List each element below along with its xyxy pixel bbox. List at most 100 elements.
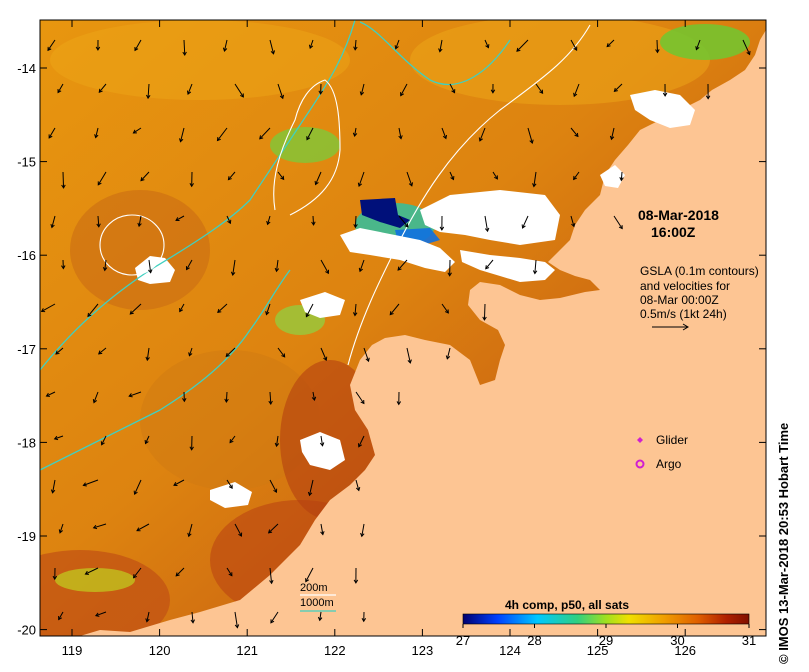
velocity-arrow <box>92 391 99 404</box>
gsla-note-line-2: and velocities for <box>640 279 730 293</box>
velocity-arrow <box>175 215 185 222</box>
lon-tick-label: 125 <box>587 643 609 658</box>
velocity-arrow <box>314 171 322 186</box>
argo-marker-icon <box>635 459 645 469</box>
lat-tick-label: -15 <box>17 155 36 170</box>
colorbar-tick-label: 28 <box>527 633 541 648</box>
velocity-arrow <box>484 215 490 233</box>
velocity-scale-arrow <box>652 323 689 331</box>
land-mass <box>80 20 766 636</box>
velocity-arrow <box>47 39 56 52</box>
depth-legend-200m-label: 200m <box>300 582 328 594</box>
velocity-arrow <box>361 611 367 623</box>
imos-credit: © IMOS 13-Mar-2018 20:53 Hobart Time <box>776 422 791 664</box>
velocity-arrow <box>484 39 490 49</box>
velocity-arrow <box>277 83 285 100</box>
velocity-arrow <box>45 391 56 397</box>
velocity-arrow <box>137 215 142 228</box>
velocity-arrow <box>485 259 494 270</box>
colorbar <box>462 613 750 625</box>
velocity-arrow <box>573 171 580 181</box>
legend-argo-label: Argo <box>656 457 682 471</box>
velocity-arrow <box>306 127 314 141</box>
velocity-arrow <box>441 127 448 140</box>
velocity-arrow <box>482 303 487 321</box>
velocity-arrow <box>82 479 99 487</box>
gsla-note-line-1: GSLA (0.1m contours) <box>640 264 759 278</box>
velocity-arrow <box>307 479 314 497</box>
velocity-arrow <box>396 391 402 406</box>
velocity-arrow <box>259 127 271 140</box>
velocity-arrow <box>185 259 193 271</box>
velocity-arrow <box>146 83 151 100</box>
depth-legend-1000m-label: 1000m <box>300 597 334 609</box>
velocity-arrow <box>570 127 579 138</box>
velocity-arrow <box>570 215 576 228</box>
lat-tick-label: -18 <box>17 435 36 450</box>
lon-tick-label: 126 <box>674 643 696 658</box>
velocity-arrow <box>227 171 236 181</box>
longitude-axis: 119 120 121 122 123 124 125 126 <box>62 20 696 658</box>
velocity-arrow <box>189 171 194 188</box>
velocity-arrow <box>613 215 623 230</box>
velocity-arrow <box>274 435 280 448</box>
velocity-arrow <box>406 347 412 364</box>
velocity-arrow <box>145 611 150 623</box>
velocity-arrow <box>353 215 358 229</box>
velocity-arrow <box>742 39 751 56</box>
lat-tick-label: -17 <box>17 342 36 357</box>
lat-tick-label: -14 <box>17 61 36 76</box>
velocity-arrow <box>226 567 233 577</box>
velocity-arrow <box>398 127 403 140</box>
velocity-arrow <box>129 303 142 315</box>
velocity-arrow <box>389 303 400 316</box>
velocity-arrow <box>320 259 330 275</box>
cloud-mask <box>135 90 695 508</box>
velocity-arrow <box>535 83 544 94</box>
velocity-arrow <box>179 303 185 313</box>
velocity-arrow <box>87 303 99 318</box>
velocity-arrow <box>226 479 233 490</box>
gsla-note-line-3: 08-Mar 00:00Z <box>640 293 719 307</box>
velocity-arrow <box>311 215 316 226</box>
isobath-1000m <box>40 20 511 471</box>
velocity-arrow <box>50 215 56 229</box>
velocity-arrow <box>182 391 187 403</box>
velocity-arrow <box>145 347 150 362</box>
velocity-arrow <box>136 523 150 532</box>
velocity-arrow <box>144 435 150 445</box>
velocity-arrow <box>268 391 273 406</box>
colorbar-title: 4h comp, p50, all sats <box>505 598 629 612</box>
velocity-arrow <box>134 39 142 52</box>
velocity-arrow <box>353 567 359 584</box>
velocity-arrow <box>265 303 271 316</box>
legend-glider-label: Glider <box>656 433 688 447</box>
velocity-arrow <box>224 391 229 403</box>
velocity-arrow <box>490 83 496 94</box>
velocity-arrow <box>319 435 325 447</box>
velocity-arrow <box>277 347 286 358</box>
velocity-arrow <box>173 479 185 486</box>
lon-tick-label: 124 <box>499 643 521 658</box>
velocity-arrow <box>269 567 274 585</box>
velocity-arrow <box>352 303 358 317</box>
velocity-arrow <box>84 567 99 575</box>
velocity-arrow <box>40 303 56 313</box>
velocity-arrow <box>619 171 624 182</box>
velocity-arrow <box>190 611 195 624</box>
velocity-arrow <box>225 347 236 358</box>
velocity-arrow <box>438 39 443 53</box>
colorbar-tick-label: 29 <box>599 633 613 648</box>
velocity-arrow <box>50 479 56 494</box>
velocity-arrow <box>133 479 142 496</box>
velocity-arrow <box>100 435 107 446</box>
velocity-arrow <box>229 435 236 444</box>
colorbar-tick-label: 30 <box>670 633 684 648</box>
velocity-arrow <box>527 127 534 144</box>
velocity-arrow <box>234 523 243 537</box>
velocity-arrows <box>40 39 751 629</box>
velocity-arrow <box>58 523 64 534</box>
velocity-arrow <box>269 39 276 55</box>
velocity-arrow <box>305 567 314 583</box>
velocity-arrow <box>357 435 365 448</box>
